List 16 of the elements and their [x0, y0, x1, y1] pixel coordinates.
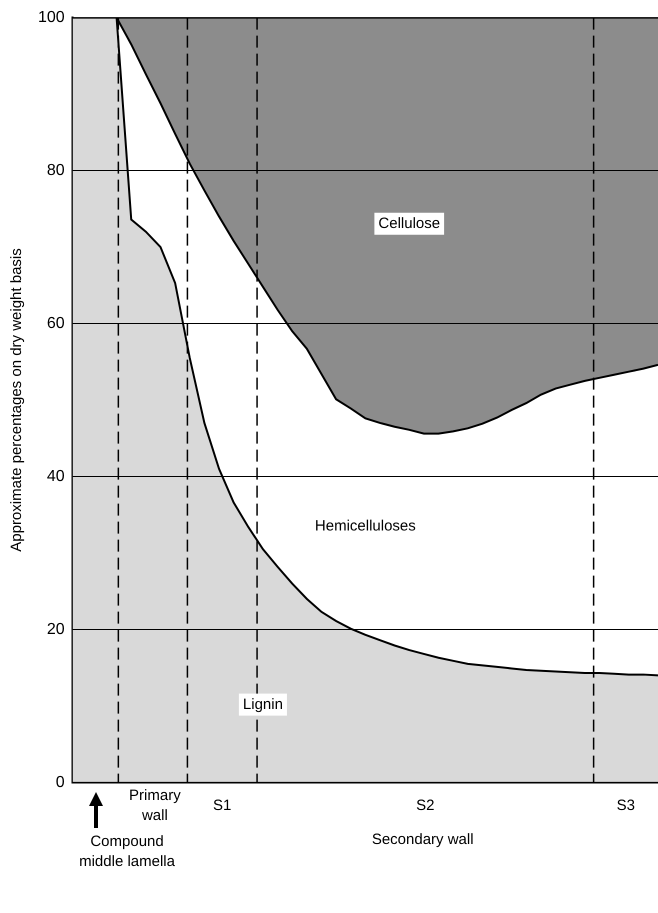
text: S3 — [616, 796, 636, 816]
y-tick-label: 40 — [46, 468, 65, 485]
series-label: Cellulose — [378, 214, 440, 232]
y-tick-label: 20 — [46, 620, 65, 638]
text: Secondary wall — [370, 830, 475, 850]
y-tick-label: 0 — [56, 774, 65, 791]
text: S1 — [212, 796, 232, 816]
y-axis-title: Approximate percentages on dry weight basis — [8, 248, 26, 552]
y-tick-label: 100 — [38, 9, 65, 26]
y-tick-label: 80 — [46, 162, 65, 179]
series-label: Lignin — [242, 696, 283, 713]
text: Compound middle lamella — [78, 832, 176, 872]
text: Primary wall — [128, 786, 182, 826]
text: S2 — [415, 796, 436, 816]
series-label: Hemicelluloses — [314, 518, 416, 535]
y-tick-label: 60 — [46, 314, 65, 332]
